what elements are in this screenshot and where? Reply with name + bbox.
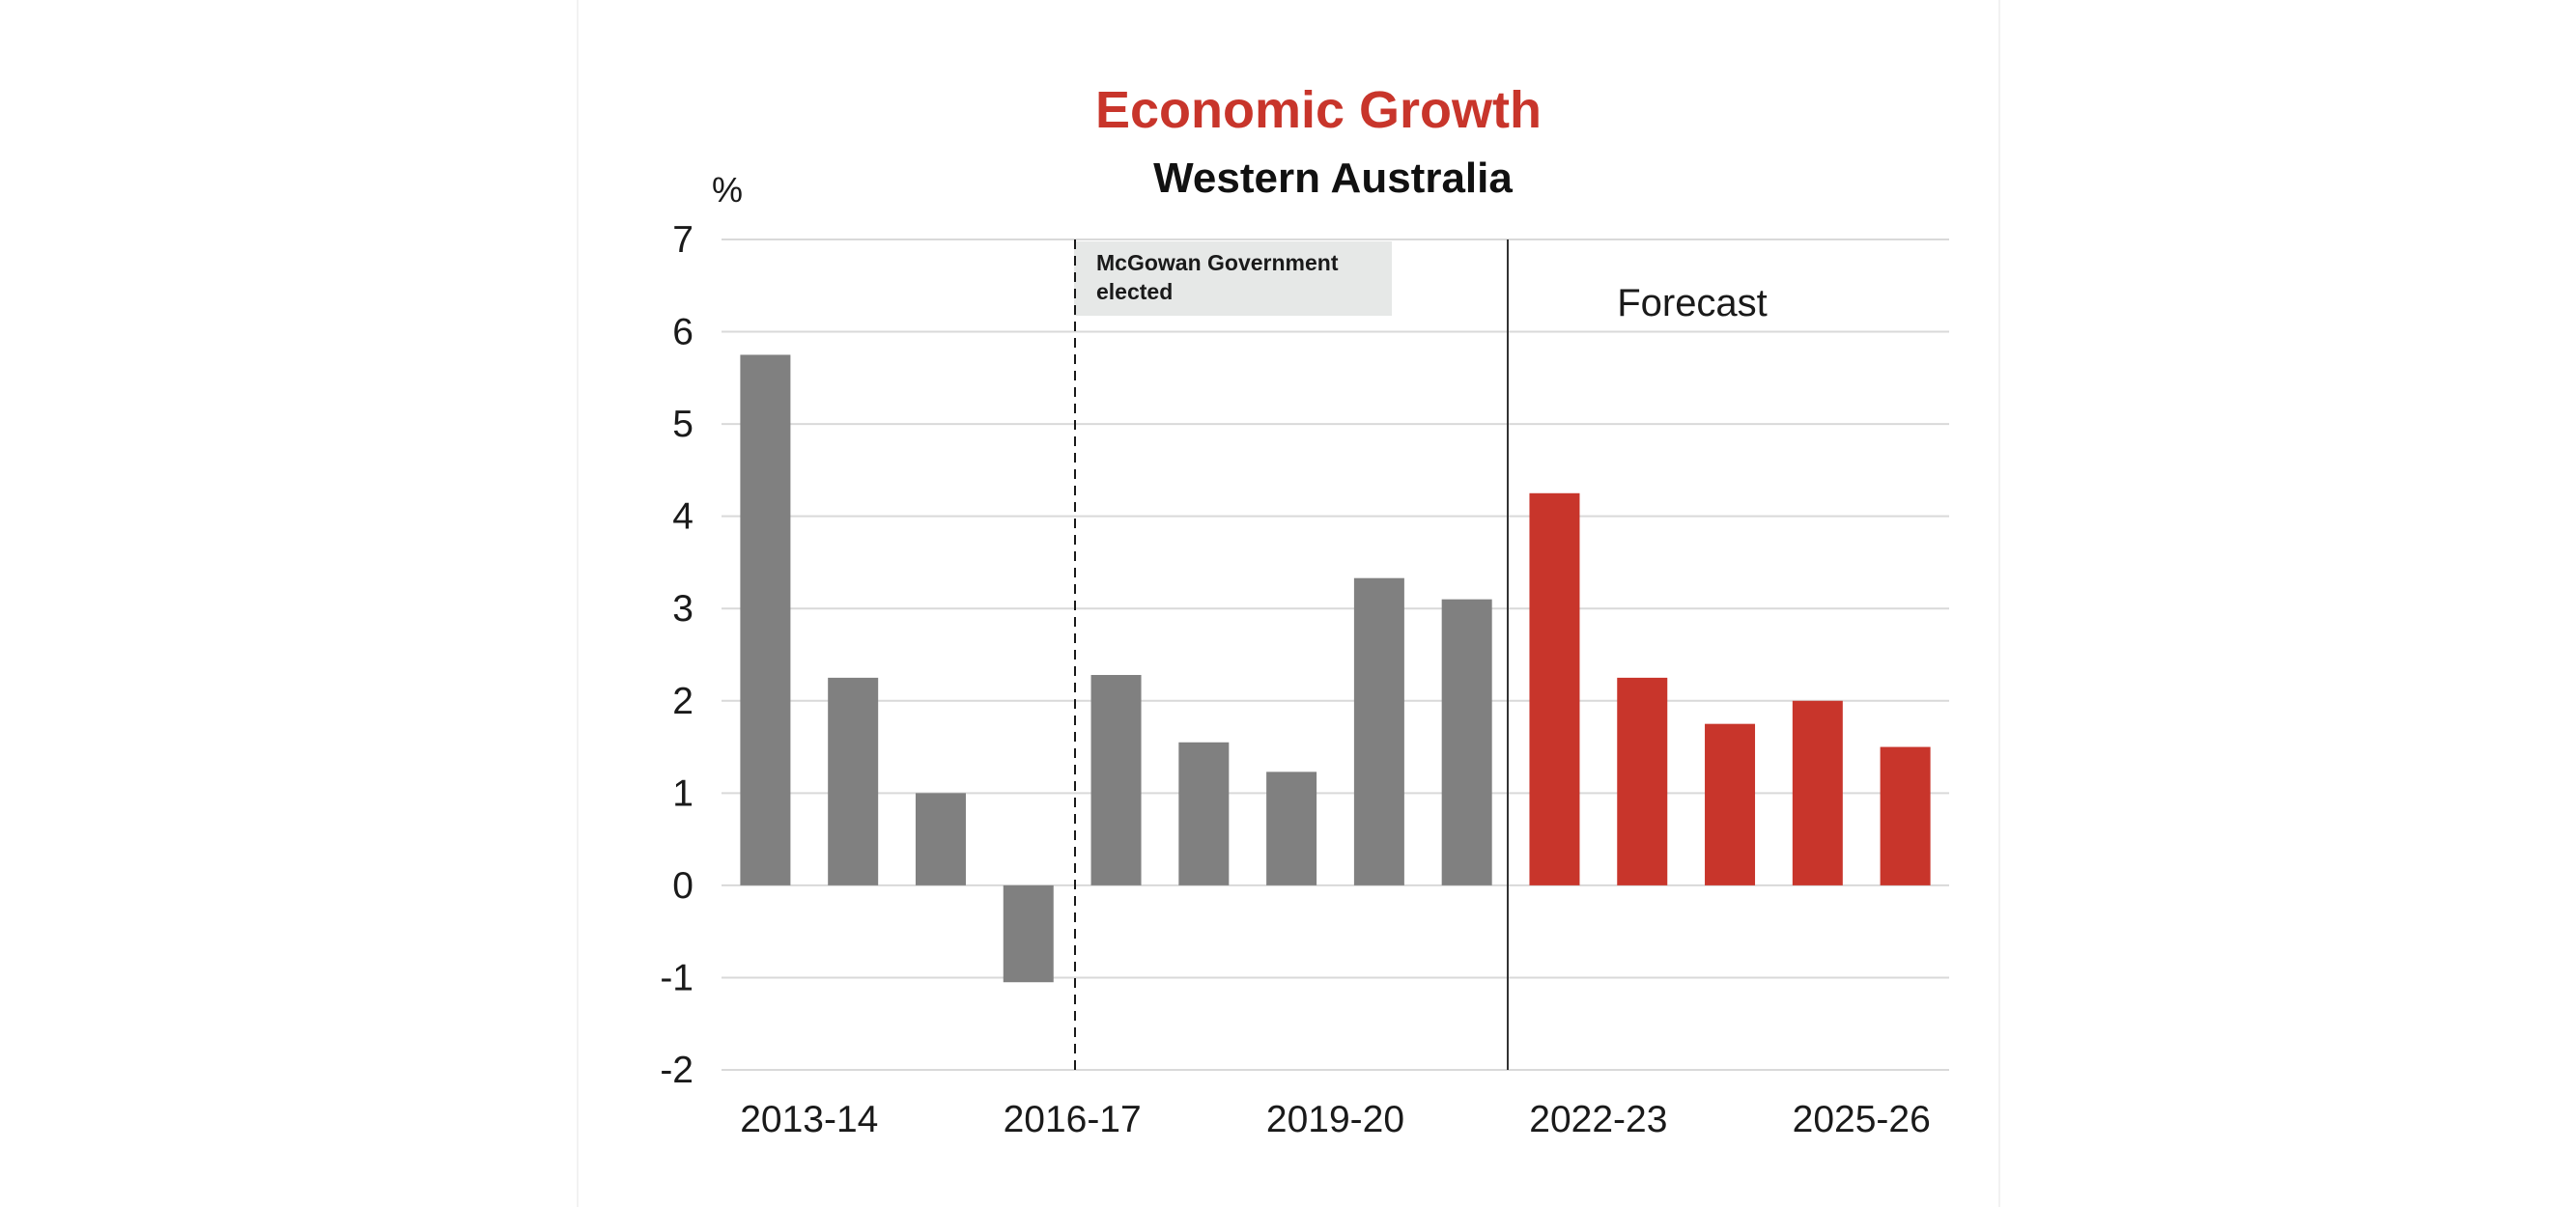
y-tick-label: -1 [660,957,694,998]
forecast-annotation: Forecast [1617,282,1768,324]
y-tick-label: 4 [672,496,694,538]
bar-2020-21 [1353,577,1404,885]
bars [740,354,1931,983]
bar-2024-25 [1705,723,1756,885]
y-tick-label: 1 [672,772,694,814]
card-border-left [577,0,579,1207]
bar-2023-24 [1617,677,1668,885]
bar-2021-22 [1441,599,1492,885]
chart-subtitle: Western Australia [1153,154,1513,202]
gridlines [722,239,1949,1071]
bar-2015-16 [915,793,966,885]
chart-title: Economic Growth [1095,81,1542,139]
bar-2025-26 [1792,700,1843,885]
card-border-right [1998,0,2000,1207]
y-tick-label: 0 [672,865,694,907]
bar-2017-18 [1090,675,1142,885]
y-tick-label: 6 [672,312,694,353]
y-tick-label: 3 [672,588,694,630]
government-annotation-line-2: elected [1096,279,1173,304]
bar-2026-27 [1880,746,1931,885]
x-tick-label: 2019-20 [1266,1099,1404,1140]
y-tick-label: 5 [672,404,694,445]
x-tick-label: 2016-17 [1004,1099,1142,1140]
government-annotation-box [1074,241,1392,316]
y-tick-label: 2 [672,681,694,722]
x-tick-label: 2022-23 [1529,1099,1667,1140]
y-axis-ticks: 7 6 5 4 3 2 1 0 -1 -2 [660,219,694,1091]
bar-2013-14 [740,354,791,885]
x-tick-label: 2013-14 [740,1099,878,1140]
y-tick-label: -2 [660,1050,694,1091]
x-axis-ticks: 2013-14 2016-17 2019-20 2022-23 2025-26 [740,1099,1931,1140]
bar-2014-15 [828,677,879,885]
bar-2016-17 [1003,884,1054,983]
bar-2022-23 [1529,492,1580,885]
y-axis-unit-label: % [712,170,743,210]
government-annotation-line-1: McGowan Government [1096,250,1339,275]
bar-2018-19 [1178,742,1230,885]
bar-2019-20 [1266,772,1317,885]
y-tick-label: 7 [672,219,694,261]
x-tick-label: 2025-26 [1793,1099,1931,1140]
